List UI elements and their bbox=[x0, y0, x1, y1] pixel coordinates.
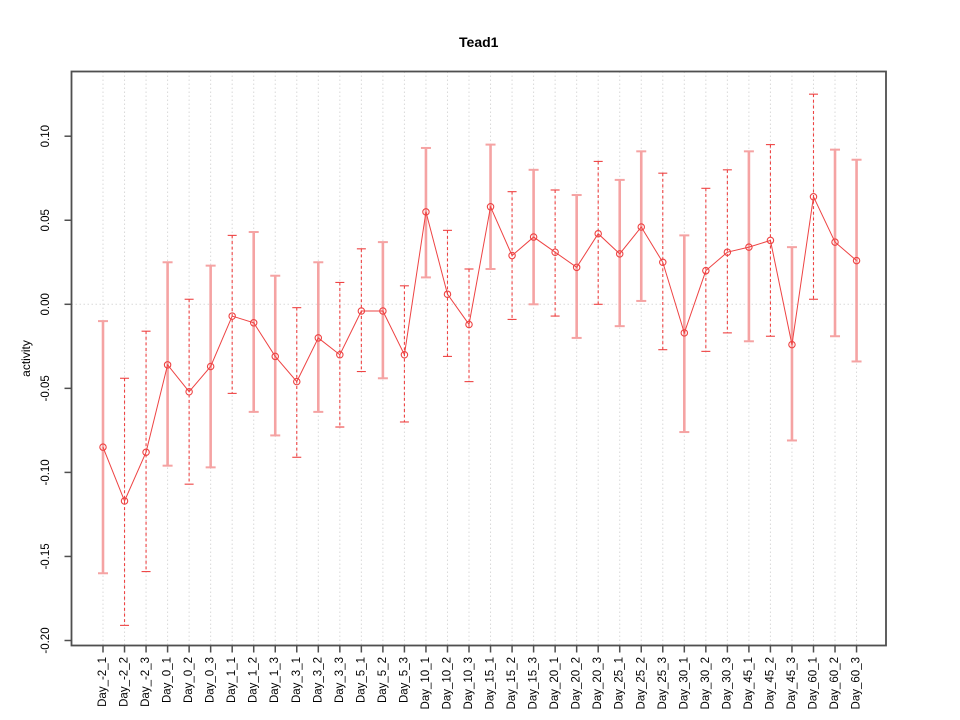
y-tick-label: -0.15 bbox=[40, 543, 52, 569]
y-tick-label: -0.10 bbox=[40, 459, 52, 485]
y-axis-label: activity bbox=[19, 340, 33, 377]
y-tick-label: 0.10 bbox=[40, 125, 52, 147]
data-point bbox=[228, 312, 236, 320]
data-point bbox=[142, 448, 150, 456]
x-tick-label: Day_5_3 bbox=[398, 657, 410, 703]
x-tick-label: Day_25_2 bbox=[635, 657, 647, 709]
data-point bbox=[185, 387, 193, 396]
data-point bbox=[314, 334, 323, 342]
x-tick-label: Day_60_1 bbox=[807, 657, 819, 709]
data-point bbox=[659, 258, 667, 267]
x-tick-label: Day_10_1 bbox=[420, 657, 432, 709]
x-tick-label: Day_15_3 bbox=[528, 657, 540, 709]
x-tick-label: Day_45_2 bbox=[764, 657, 776, 709]
x-tick-label: Day_3_3 bbox=[334, 657, 346, 703]
x-tick-label: Day_10_3 bbox=[463, 657, 475, 709]
x-tick-label: Day_45_1 bbox=[743, 657, 755, 709]
x-tick-label: Day_5_1 bbox=[355, 657, 367, 703]
data-point bbox=[594, 229, 602, 238]
x-tick-label: Day_15_1 bbox=[485, 657, 497, 709]
x-tick-label: Day_1_3 bbox=[269, 657, 281, 703]
data-point bbox=[271, 352, 279, 361]
data-point bbox=[551, 248, 559, 256]
data-point bbox=[572, 263, 581, 272]
y-tick-label: -0.05 bbox=[40, 375, 52, 401]
x-tick-label: Day_20_2 bbox=[571, 657, 583, 709]
data-point bbox=[336, 350, 344, 359]
data-point bbox=[766, 236, 775, 245]
data-point bbox=[293, 377, 301, 386]
x-tick-label: Day_20_1 bbox=[549, 657, 561, 709]
x-tick-label: Day_60_3 bbox=[851, 657, 863, 709]
x-tick-label: Day_0_3 bbox=[205, 657, 217, 703]
y-tick-label: -0.20 bbox=[40, 627, 52, 653]
chart-title: Tead1 bbox=[459, 34, 499, 50]
x-tick-label: Day_45_3 bbox=[786, 657, 798, 709]
x-tick-label: Day_30_2 bbox=[700, 657, 712, 709]
data-point bbox=[702, 266, 710, 275]
data-point bbox=[680, 329, 689, 337]
x-tick-label: Day_-2_3 bbox=[140, 657, 152, 707]
x-tick-label: Day_3_1 bbox=[291, 657, 303, 703]
data-point bbox=[379, 307, 387, 315]
data-point bbox=[443, 290, 452, 298]
data-point bbox=[357, 307, 366, 315]
data-point bbox=[249, 319, 258, 327]
data-point bbox=[788, 340, 796, 349]
data-point bbox=[99, 443, 107, 451]
x-tick-label: Day_30_3 bbox=[721, 657, 733, 709]
x-tick-label: Day_1_1 bbox=[226, 657, 238, 703]
y-tick-label: 0.05 bbox=[40, 209, 52, 231]
x-tick-label: Day_25_1 bbox=[614, 657, 626, 709]
x-tick-label: Day_20_3 bbox=[592, 657, 604, 709]
data-point bbox=[723, 248, 732, 256]
x-tick-label: Day_-2_2 bbox=[119, 657, 131, 707]
data-point bbox=[465, 320, 473, 329]
data-point bbox=[206, 362, 215, 371]
x-tick-label: Day_1_2 bbox=[248, 657, 260, 703]
x-tick-label: Day_30_1 bbox=[678, 657, 690, 709]
x-tick-label: Day_60_2 bbox=[829, 657, 841, 709]
y-tick-label: 0.00 bbox=[40, 293, 52, 315]
x-tick-label: Day_0_2 bbox=[183, 657, 195, 703]
x-tick-label: Day_-2_1 bbox=[97, 657, 109, 707]
data-point bbox=[831, 238, 839, 246]
x-tick-label: Day_3_2 bbox=[312, 657, 324, 703]
series-line bbox=[102, 195, 857, 503]
data-point bbox=[809, 192, 818, 201]
x-tick-label: Day_25_3 bbox=[657, 657, 669, 709]
plot-border bbox=[70, 70, 887, 647]
x-tick-label: Day_10_2 bbox=[441, 657, 453, 709]
data-point bbox=[529, 233, 538, 241]
data-point bbox=[486, 203, 495, 211]
data-point bbox=[745, 243, 753, 251]
data-point bbox=[508, 251, 516, 260]
data-point bbox=[637, 223, 645, 231]
data-point bbox=[163, 361, 172, 369]
data-point bbox=[615, 250, 624, 258]
x-tick-label: Day_0_1 bbox=[162, 657, 174, 703]
data-point bbox=[422, 208, 430, 216]
data-point bbox=[120, 497, 129, 505]
data-point bbox=[400, 350, 409, 359]
x-tick-label: Day_15_2 bbox=[506, 657, 518, 709]
data-point bbox=[852, 256, 861, 265]
x-tick-label: Day_5_2 bbox=[377, 657, 389, 703]
